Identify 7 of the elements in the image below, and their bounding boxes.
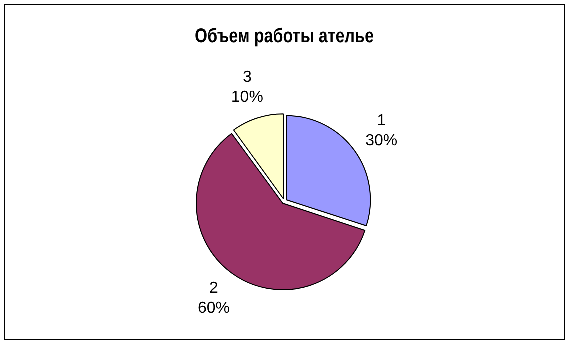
data-label: 60% [198,300,230,317]
slice-label: 1 [377,112,386,130]
data-label: 30% [366,132,398,150]
slice-label: 3 [242,68,252,86]
data-label: 10% [231,88,264,106]
slice-label: 2 [210,280,219,297]
chart-title: Объем работы ателье [195,24,374,47]
